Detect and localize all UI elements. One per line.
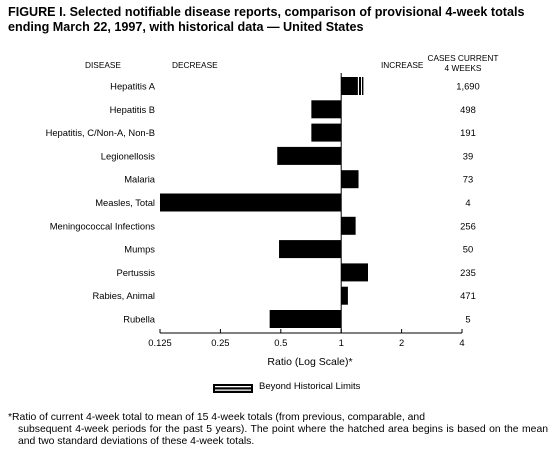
disease-label: Rabies, Animal [92, 290, 155, 301]
disease-label: Pertussis [116, 267, 155, 278]
header-cases-line-2: 4 WEEKS [444, 63, 482, 73]
cases-count: 39 [463, 150, 473, 161]
disease-label: Hepatitis, C/Non-A, Non-B [46, 127, 155, 138]
ratio-bar [277, 146, 342, 165]
legend-label: Beyond Historical Limits [259, 381, 361, 392]
cases-count: 235 [460, 267, 476, 278]
x-tick-label: 0.5 [274, 337, 287, 348]
disease-label: Hepatitis B [110, 104, 155, 115]
ratio-bar [160, 193, 342, 212]
figure-title-line-2: ending March 22, 1997, with historical d… [8, 20, 364, 34]
x-axis-title: Ratio (Log Scale)* [267, 356, 352, 368]
cases-count: 73 [463, 174, 473, 185]
cases-count: 1,690 [456, 81, 479, 92]
disease-label: Malaria [124, 174, 156, 185]
figure-title: FIGURE I. Selected notifiable disease re… [8, 5, 548, 35]
ratio-bar [341, 216, 356, 235]
footnote: *Ratio of current 4-week total to mean o… [8, 412, 548, 448]
header-decrease: DECREASE [172, 60, 218, 70]
disease-label: Hepatitis A [110, 81, 156, 92]
x-tick-label: 0.125 [148, 337, 171, 348]
disease-label: Rubella [123, 314, 156, 325]
ratio-bar [311, 100, 342, 119]
x-tick-label: 1 [339, 337, 344, 348]
ratio-bar [269, 310, 342, 328]
header-increase: INCREASE [381, 60, 424, 70]
cases-count: 4 [465, 197, 470, 208]
cases-count: 191 [460, 127, 476, 138]
figure-title-line-1: FIGURE I. Selected notifiable disease re… [8, 5, 525, 19]
ratio-bar-beyond-limits [357, 77, 364, 95]
ratio-bar [341, 170, 359, 189]
cases-count: 471 [460, 290, 476, 301]
disease-label: Legionellosis [101, 150, 156, 161]
disease-label: Measles, Total [95, 197, 155, 208]
disease-label: Meningococcal Infections [50, 220, 156, 231]
ratio-bar [341, 77, 358, 95]
ratio-bar [311, 123, 342, 142]
header-cases-current: CASES CURRENT 4 WEEKS [427, 53, 499, 73]
header-disease: DISEASE [85, 60, 121, 70]
ratio-bar [341, 286, 348, 305]
legend-hatched-swatch [213, 384, 253, 393]
disease-label: Mumps [124, 244, 155, 255]
footnote-line-1: *Ratio of current 4-week total to mean o… [8, 412, 425, 423]
cases-count: 256 [460, 220, 476, 231]
x-tick-label: 4 [459, 337, 464, 348]
ratio-bar-chart: Hepatitis A 1,690 Hepatitis B 498 Hepatitis,… [46, 73, 480, 368]
ratio-bar [341, 263, 368, 282]
cases-count: 498 [460, 104, 476, 115]
x-tick-label: 2 [399, 337, 404, 348]
cases-count: 5 [465, 314, 470, 325]
header-cases-line-1: CASES CURRENT [427, 53, 499, 63]
ratio-bar [279, 240, 342, 259]
footnote-continuation: subsequent 4-week periods for the past 5… [18, 424, 548, 447]
cases-count: 50 [463, 244, 473, 255]
x-tick-label: 0.25 [211, 337, 229, 348]
